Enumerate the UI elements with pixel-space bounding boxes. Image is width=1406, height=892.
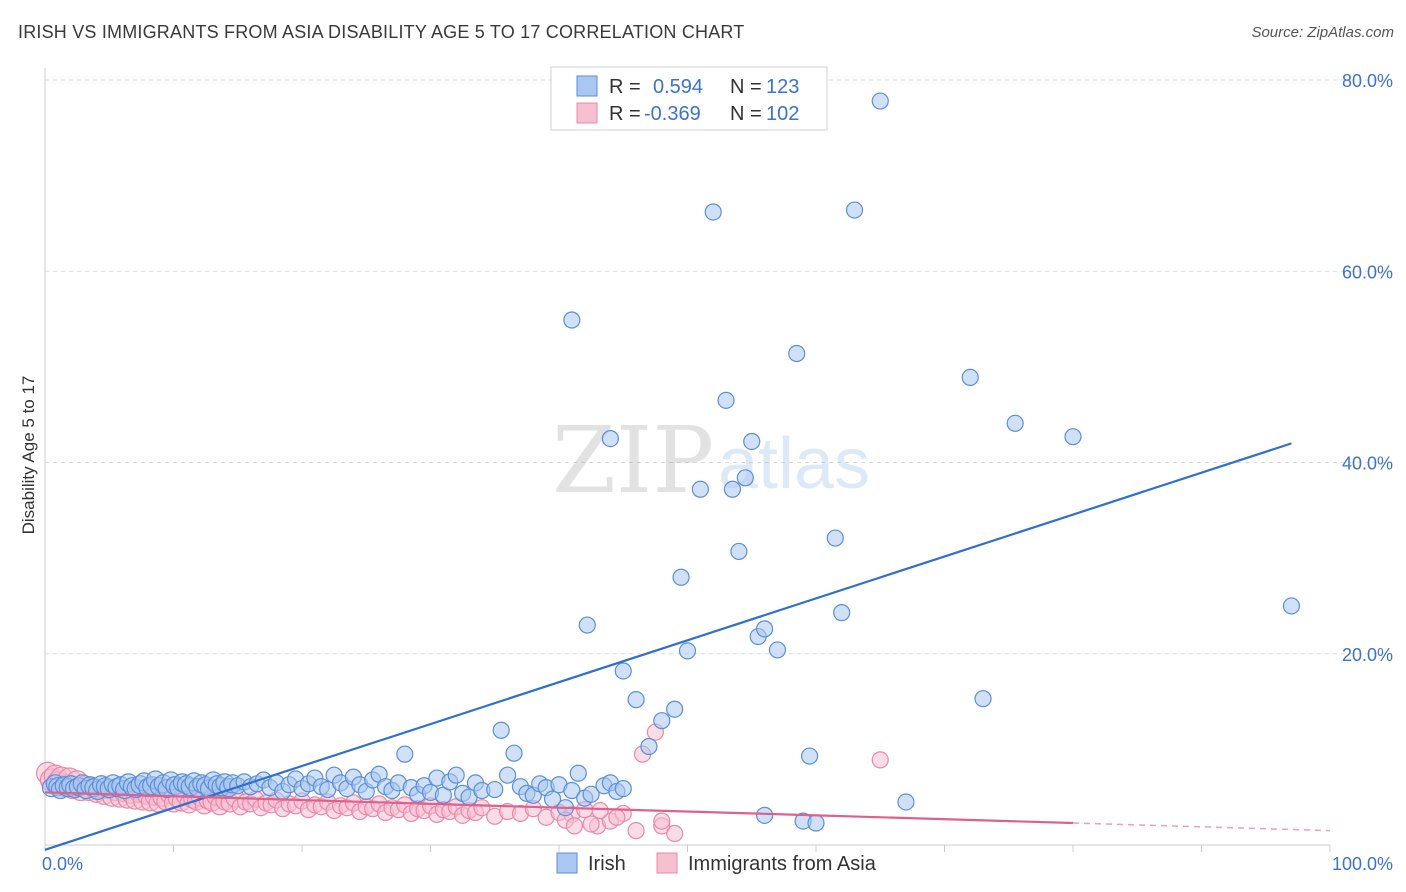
asia-trend-line (44, 791, 1074, 825)
page-title: IRISH VS IMMIGRANTS FROM ASIA DISABILITY… (18, 22, 745, 42)
watermark: ZIP atlas (552, 407, 870, 514)
irish-point-126 (833, 604, 851, 622)
irish-point-123 (800, 747, 819, 765)
y-tick-label-40: 40.0% (1342, 454, 1393, 474)
asia-outlier-point-6 (591, 801, 609, 820)
irish-point-141 (755, 806, 774, 824)
asia-outlier-point-9 (565, 817, 584, 835)
watermark-atlas: atlas (718, 424, 870, 504)
y-axis-title: Disability Age 5 to 17 (19, 376, 38, 535)
irish-point-138 (563, 311, 581, 329)
irish-point-110 (666, 700, 684, 718)
irish-point-91 (505, 744, 523, 762)
legend-r-value-irish: 0.594 (653, 76, 703, 98)
irish-point-100 (563, 781, 581, 800)
irish-point-131 (1006, 414, 1024, 432)
irish-point-117 (736, 469, 754, 487)
irish-point-133 (1282, 597, 1301, 615)
irish-point-90 (499, 766, 517, 784)
irish-point-121 (788, 344, 806, 363)
legend-r-label-asia: R = (609, 103, 641, 125)
legend-n-value-asia: 102 (766, 103, 799, 125)
legend-swatch-asia (576, 102, 598, 124)
asia-point-99 (627, 822, 645, 840)
bottom-legend: Irish Immigrants from Asia (556, 852, 877, 875)
irish-point-127 (845, 201, 864, 219)
irish-point-140 (743, 432, 761, 451)
irish-points (41, 92, 1301, 832)
bottom-legend-swatch-irish (556, 852, 578, 874)
asia-outlier-point-7 (582, 815, 600, 833)
x-tick-label-max: 100.0% (1332, 854, 1393, 874)
y-tick-label-60: 60.0% (1342, 262, 1393, 282)
legend-n-value-irish: 123 (766, 76, 799, 98)
irish-point-111 (672, 568, 690, 586)
asia-trend-line-extension (1072, 822, 1331, 832)
irish-point-128 (871, 92, 889, 110)
y-tick-label-80: 80.0% (1342, 71, 1393, 91)
irish-point-119 (755, 620, 774, 638)
x-tick-label-min: 0.0% (42, 854, 83, 874)
irish-point-132 (1064, 428, 1082, 446)
bottom-legend-swatch-asia (656, 852, 678, 874)
asia-outlier-point-3 (871, 751, 889, 769)
watermark-zip: ZIP (552, 407, 714, 514)
irish-point-103 (582, 785, 600, 803)
legend-n-label-irish: N = (730, 76, 762, 98)
irish-point-124 (807, 814, 825, 832)
asia-point-88 (473, 799, 491, 817)
irish-point-130 (961, 368, 979, 386)
legend-r-label-irish: R = (609, 76, 641, 98)
tick-labels: 20.0% 40.0% 60.0% 80.0% 0.0% 100.0% (42, 71, 1393, 874)
irish-point-88 (486, 780, 504, 799)
irish-point-136 (627, 691, 645, 709)
irish-point-139 (730, 542, 748, 561)
source-credit: Source: ZipAtlas.com (1251, 24, 1394, 41)
gridlines (45, 79, 1392, 655)
legend-box: R = 0.594 N = 123 R = -0.369 N = 102 (550, 66, 828, 131)
legend-r-value-asia: -0.369 (644, 103, 701, 125)
irish-point-134 (601, 429, 620, 448)
irish-point-135 (614, 662, 632, 680)
irish-point-125 (826, 529, 844, 547)
asia-outlier-point-5 (608, 808, 626, 826)
trend-lines (44, 442, 1331, 851)
y-tick-label-20: 20.0% (1342, 645, 1393, 665)
irish-point-116 (723, 480, 742, 498)
asia-outlier-point-2 (653, 812, 671, 830)
irish-point-108 (640, 737, 658, 756)
irish-point-115 (717, 391, 735, 409)
irish-point-142 (974, 690, 992, 708)
irish-point-75 (396, 745, 414, 763)
irish-point-89 (492, 721, 510, 739)
bottom-legend-label-irish: Irish (588, 853, 626, 875)
irish-point-112 (678, 642, 697, 660)
irish-point-129 (897, 793, 915, 811)
irish-point-113 (691, 480, 709, 498)
legend-swatch-irish (576, 75, 598, 97)
irish-point-109 (653, 712, 671, 730)
irish-point-137 (578, 616, 596, 634)
irish-trend-line (44, 442, 1292, 851)
bottom-legend-label-asia: Immigrants from Asia (688, 853, 877, 875)
asia-point-101 (666, 824, 684, 843)
irish-point-83 (447, 766, 465, 784)
legend-n-label-asia: N = (730, 103, 762, 125)
irish-point-120 (768, 641, 787, 659)
irish-point-107 (614, 779, 632, 798)
axes (44, 68, 1331, 852)
irish-point-101 (569, 764, 587, 782)
irish-point-114 (704, 203, 722, 221)
